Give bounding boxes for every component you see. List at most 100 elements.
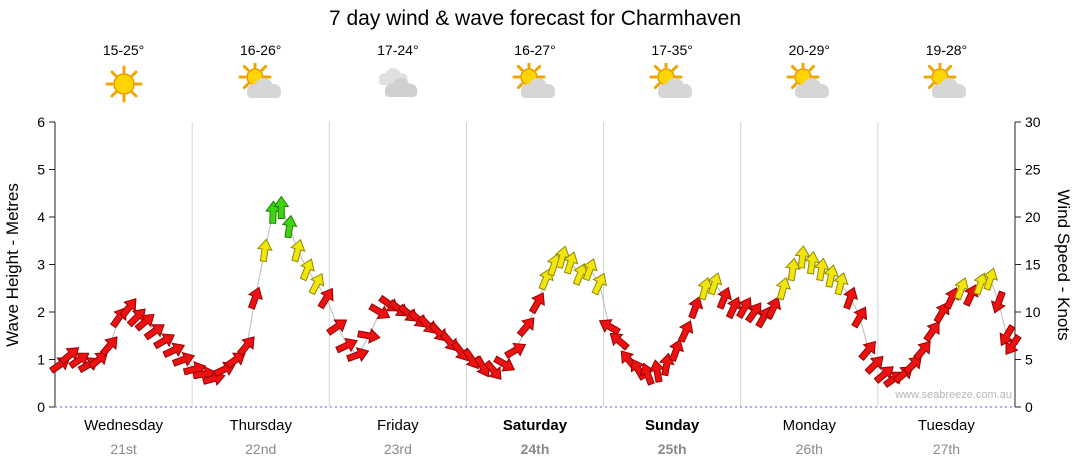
wind-arrow	[171, 351, 196, 367]
sun-ray	[654, 82, 661, 90]
day-date: 24th	[520, 441, 550, 457]
partly-cloudy-icon	[786, 63, 830, 98]
wind-arrow	[990, 290, 1006, 314]
sun-ray	[516, 82, 524, 90]
watermark: www.seabreeze.com.au	[895, 389, 1012, 401]
wind-arrow	[933, 301, 950, 324]
day-name: Thursday	[229, 417, 292, 434]
wind-arrow	[516, 317, 535, 338]
left-tick-label: 2	[37, 304, 45, 320]
day-header-saturday: 16-27°	[466, 42, 603, 103]
right-tick-label: 20	[1025, 209, 1041, 225]
wind-arrow	[317, 287, 334, 310]
cloud-shape	[932, 78, 967, 98]
wind-arrow	[273, 195, 290, 219]
left-tick-label: 1	[37, 352, 45, 368]
wind-arrow	[87, 351, 108, 370]
temp-range: 17-35°	[651, 42, 693, 58]
left-tick-label: 0	[37, 399, 45, 415]
cloudy-icon	[378, 68, 418, 97]
wind-arrow	[784, 257, 801, 282]
wind-arrow	[833, 272, 849, 296]
wind-arrow	[357, 328, 381, 344]
day-name: Monday	[782, 417, 836, 434]
right-tick-label: 5	[1025, 352, 1033, 368]
partly-cloudy-icon	[649, 63, 693, 98]
sun-ray	[946, 64, 953, 72]
sun-ray	[110, 91, 117, 98]
sun-ray	[516, 64, 524, 72]
wind-arrow	[765, 296, 782, 320]
wind-arrow	[982, 267, 999, 291]
wind-arrow	[483, 359, 502, 380]
cloud-shape	[384, 78, 418, 97]
wind-arrow	[99, 336, 118, 357]
wind-arrow	[528, 292, 545, 315]
wind-arrow	[290, 238, 306, 263]
right-tick-label: 30	[1025, 114, 1041, 130]
day-label-wednesday: Wednesday 21st	[55, 417, 192, 457]
cloud-shape	[520, 78, 555, 98]
sun-ray	[791, 64, 798, 72]
day-header-friday: 17-24°	[329, 42, 466, 103]
temp-range: 16-27°	[514, 42, 556, 58]
wind-arrow	[744, 302, 762, 324]
wind-arrow	[858, 340, 876, 362]
wind-arrow	[598, 319, 621, 336]
wind-arrow	[902, 355, 922, 375]
sunny-icon	[105, 65, 143, 103]
right-tick-label: 15	[1025, 257, 1041, 273]
temp-range: 16-26°	[240, 42, 282, 58]
day-name: Saturday	[502, 417, 568, 434]
right-tick-label: 25	[1025, 162, 1041, 178]
day-label-monday: Monday 26th	[741, 417, 878, 457]
partly-cloudy-icon	[512, 63, 555, 98]
right-axis-label: Wind Speed - Knots	[1054, 189, 1073, 341]
wind-arrow	[1005, 333, 1022, 356]
partly-cloudy-icon	[238, 63, 281, 98]
cloud-shape	[246, 78, 281, 98]
wind-arrow	[823, 264, 840, 288]
temp-range: 19-28°	[925, 42, 968, 58]
day-date: 22nd	[245, 441, 277, 457]
right-tick-label: 10	[1025, 304, 1041, 320]
wind-arrow	[609, 332, 630, 351]
left-tick-label: 6	[37, 114, 45, 130]
wind-arrow	[864, 355, 884, 375]
wind-arrow	[775, 276, 792, 301]
day-name: Sunday	[645, 417, 700, 434]
wind-arrow	[813, 257, 830, 282]
sun-ray	[808, 64, 816, 72]
temp-range: 15-25°	[102, 42, 145, 58]
day-label-sunday: Sunday 25th	[604, 417, 741, 457]
wind-arrow	[504, 342, 527, 359]
day-header-sunday: 17-35°	[604, 42, 741, 103]
day-header-monday: 20-29°	[741, 42, 878, 103]
wind-arrow	[462, 348, 479, 370]
temp-range: 17-24°	[377, 42, 419, 58]
day-label-saturday: Saturday 24th	[466, 417, 603, 457]
sun-ray	[928, 82, 935, 90]
day-label-tuesday: Tuesday 27th	[878, 417, 1015, 457]
wind-arrow	[716, 286, 732, 310]
sun-ray	[110, 70, 117, 77]
partly-cloudy-icon	[923, 63, 967, 98]
wind-arrow	[326, 319, 348, 336]
wind-arrow	[736, 297, 752, 320]
wind-arrow	[999, 324, 1016, 347]
sun-ray	[130, 70, 138, 77]
wind-arrow	[346, 347, 370, 363]
wind-arrow	[851, 306, 868, 329]
wind-arrow	[247, 286, 263, 310]
wind-arrow	[281, 214, 298, 239]
day-name: Wednesday	[84, 417, 164, 434]
day-name: Tuesday	[917, 417, 975, 434]
wind-arrow	[707, 272, 723, 296]
sun-ray	[534, 64, 542, 72]
wind-arrow	[236, 336, 255, 357]
temp-range: 20-29°	[788, 42, 830, 58]
wind-arrow	[451, 340, 469, 362]
day-label-thursday: Thursday 22nd	[192, 417, 329, 457]
